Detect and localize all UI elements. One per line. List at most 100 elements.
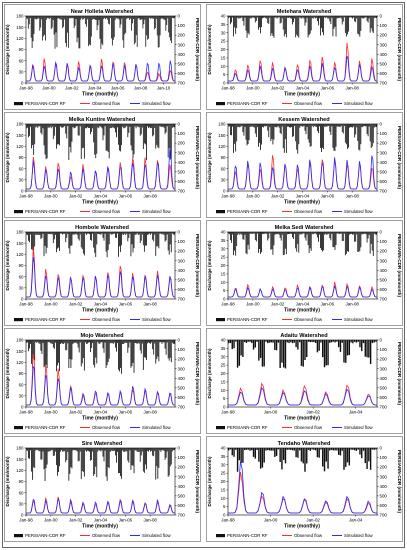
- rainfall-bar: [142, 340, 144, 370]
- rainfall-bar: [70, 340, 72, 369]
- rainfall-bar: [362, 16, 364, 19]
- rainfall-bar: [125, 232, 127, 235]
- rainfall-bar: [112, 16, 114, 40]
- rainfall-bar: [121, 124, 123, 146]
- rainfall-bar: [173, 124, 175, 128]
- rainfall-bar: [88, 340, 89, 343]
- rainfall-bar: [375, 340, 377, 342]
- rainfall-bar: [238, 124, 240, 127]
- rainfall-bar: [294, 232, 296, 234]
- rainfall-bar: [26, 16, 27, 19]
- rainfall-bar: [86, 340, 87, 344]
- rainfall-bar: [113, 448, 115, 451]
- rainfall-bar: [87, 232, 88, 234]
- rainfall-bar: [117, 124, 118, 128]
- rainfall-bar: [108, 124, 110, 159]
- rainfall-bar: [371, 232, 373, 251]
- rainfall-bar: [126, 16, 128, 19]
- simulated-flow-line: [228, 386, 378, 406]
- rainfall-bar: [132, 232, 134, 253]
- rainfall-bar: [290, 124, 291, 128]
- x-tick-label: Jan-02: [69, 410, 83, 415]
- rainfall-bar: [73, 232, 75, 235]
- rainfall-bar: [238, 448, 241, 461]
- rainfall-bar: [157, 448, 159, 479]
- y2-tick-label: 400: [178, 268, 186, 273]
- rainfall-bar: [260, 124, 261, 151]
- rainfall-bar: [305, 16, 307, 23]
- rainfall-bar: [150, 124, 151, 129]
- rainfall-bar: [319, 232, 320, 235]
- rainfall-bar: [302, 232, 304, 234]
- x-tick-label: Jan-06: [119, 410, 133, 415]
- rainfall-bar: [173, 448, 175, 451]
- rainfall-bar: [368, 124, 370, 127]
- rainfall-bar: [108, 232, 110, 245]
- rainfall-bar: [266, 232, 268, 234]
- x-tick-label: Jan-04: [296, 302, 310, 307]
- rainfall-bar: [282, 232, 284, 256]
- rainfall-bar: [372, 124, 374, 144]
- rainfall-bar: [253, 16, 255, 19]
- rainfall-bar: [322, 232, 323, 252]
- rainfall-bar: [369, 448, 372, 470]
- rainfall-bar: [83, 232, 85, 256]
- rainfall-bar: [238, 340, 241, 366]
- y-tick-label: 180: [16, 446, 24, 451]
- rainfall-bar: [307, 232, 309, 246]
- y2-tick-label: 300: [380, 366, 388, 371]
- x-tick-label: Jan-08: [345, 302, 359, 307]
- rainfall-bar: [41, 124, 43, 135]
- rainfall-bar: [365, 124, 367, 127]
- y2-tick-label: 300: [380, 474, 388, 479]
- rainfall-bar: [72, 16, 74, 19]
- rainfall-bar: [74, 124, 76, 128]
- rainfall-bar: [267, 232, 269, 241]
- x-tick-label: Jan-08: [345, 194, 359, 199]
- rainfall-bar: [315, 16, 317, 18]
- rainfall-bar: [51, 232, 53, 235]
- rainfall-bar: [296, 124, 298, 150]
- rainfall-bar: [86, 124, 87, 129]
- rainfall-bar: [232, 232, 233, 235]
- rainfall-bar: [289, 124, 290, 128]
- rainfall-bar: [323, 16, 325, 36]
- rainfall-bar: [291, 232, 292, 234]
- rainfall-bar: [313, 232, 315, 234]
- x-axis-label: Time (monthly): [82, 524, 118, 530]
- y-tick-label: 35: [221, 346, 226, 351]
- rainfall-bar: [48, 340, 50, 342]
- rainfall-bar: [301, 232, 303, 235]
- rainfall-bar: [328, 16, 330, 19]
- rainfall-bar: [117, 16, 119, 19]
- rainfall-bar: [170, 340, 172, 363]
- rainfall-bar: [298, 16, 300, 38]
- x-tick-label: Jan-00: [246, 302, 260, 307]
- x-tick-label: Jan-02: [271, 86, 285, 91]
- y2-tick-label: 700: [178, 405, 186, 410]
- y2-tick-label: 300: [380, 258, 388, 263]
- rainfall-bar: [126, 448, 128, 452]
- rainfall-bar: [325, 340, 327, 366]
- rainfall-bar: [54, 16, 56, 49]
- rainfall-bar: [370, 16, 372, 29]
- rainfall-bar: [295, 232, 297, 249]
- rainfall-bar: [84, 16, 86, 19]
- rainfall-bar: [107, 124, 109, 153]
- chart-title: Hombole Watershed: [75, 225, 129, 231]
- rainfall-bar: [248, 124, 250, 141]
- legend-swatch-rainfall: [216, 210, 225, 214]
- legend-label-observed: Observed flow: [294, 533, 323, 538]
- rainfall-bar: [298, 340, 301, 343]
- rainfall-bar: [41, 340, 43, 354]
- rainfall-bar: [288, 448, 290, 450]
- rainfall-bar: [102, 124, 104, 141]
- rainfall-bar: [293, 340, 296, 343]
- rainfall-bar: [277, 340, 280, 343]
- rainfall-bar: [58, 124, 59, 145]
- rainfall-bar: [149, 448, 150, 451]
- rainfall-bar: [98, 340, 100, 344]
- y-axis-label: Discharge (mm/month): [5, 240, 10, 290]
- rainfall-bar: [314, 124, 316, 127]
